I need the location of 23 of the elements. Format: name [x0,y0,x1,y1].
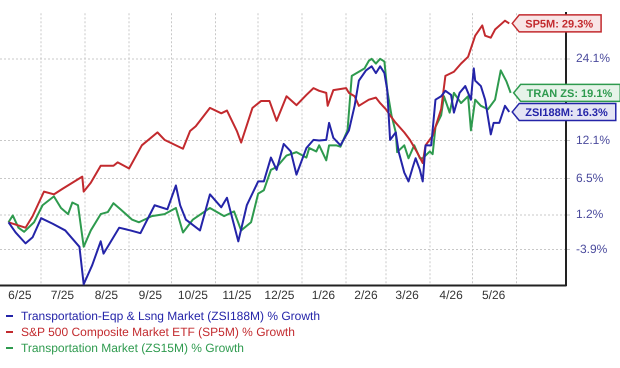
y-tick-label: 12.1% [576,132,610,147]
y-tick-label: -3.9% [576,242,608,256]
x-tick-label: 12/25 [264,288,295,302]
annotation: SP5M: 29.3% [525,18,594,30]
x-tick-label: 6/25 [8,288,32,302]
x-tick-label: 2/26 [354,288,378,302]
legend-label: S&P 500 Composite Market ETF (SP5M) % Growth [21,324,295,340]
x-tick-label: 5/26 [482,288,506,302]
x-tick-label: 3/26 [395,288,420,302]
x-tick-label: 11/25 [222,288,252,302]
x-tick-label: 1/26 [312,288,336,302]
y-tick-label: 24.1% [576,51,610,66]
legend-label: Transportation Market (ZS15M) % Growth [21,340,244,356]
x-tick-label: 10/25 [178,288,208,302]
y-tick-label: 6.5% [576,170,604,185]
x-tick-label: 7/25 [50,288,74,302]
legend-label: Transportation-Eqp & Lsng Market (ZSI188M) % Growth [21,308,320,324]
annotation: ZSI188M: 16.3% [525,106,608,119]
x-tick-label: 8/25 [94,288,118,302]
x-tick-label: 4/26 [439,288,464,302]
y-tick-label: 1.2% [576,207,604,222]
annotation: TRAN ZS: 19.1% [526,88,612,100]
x-tick-label: 9/25 [138,288,162,302]
